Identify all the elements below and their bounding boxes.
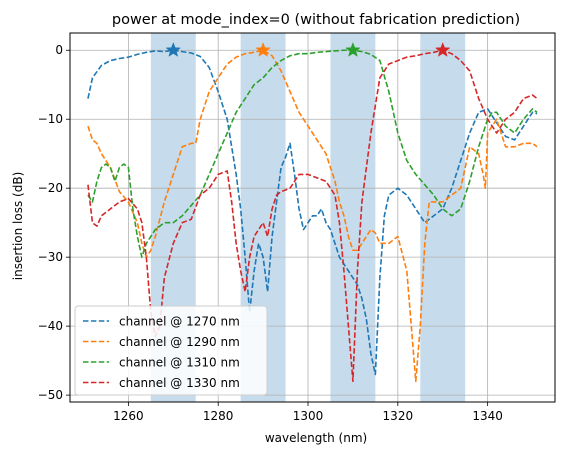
x-tick-label: 1260 (113, 409, 144, 423)
legend-label: channel @ 1290 nm (119, 335, 240, 349)
series-line-1 (87, 49, 538, 376)
x-axis-label: wavelength (nm) (265, 431, 367, 445)
x-tick-label: 1320 (383, 409, 414, 423)
peak-star-marker (255, 42, 271, 57)
plot-frame (69, 32, 556, 403)
peak-markers (165, 42, 451, 57)
x-tick-label: 1280 (203, 409, 234, 423)
y-tick-label: −40 (38, 319, 63, 333)
x-tick-label: 1300 (293, 409, 324, 423)
wavelength-bands (150, 33, 466, 402)
y-axis-ticks: 0 −10 −20 −30 −40 −50 (38, 43, 70, 402)
chart-title: power at mode_index=0 (without fabricati… (112, 12, 520, 28)
series-line-3 (87, 49, 538, 258)
y-tick-label: −50 (38, 388, 63, 402)
legend: channel @ 1270 nm channel @ 1290 nm channe… (74, 305, 268, 396)
peak-star-marker (345, 42, 361, 57)
legend-label: channel @ 1330 nm (119, 376, 240, 390)
legend-label: channel @ 1270 nm (119, 315, 240, 329)
x-tick-label: 1340 (472, 409, 503, 423)
legend-label: channel @ 1310 nm (119, 356, 240, 370)
legend-box (74, 305, 268, 396)
x-axis-ticks: 1260 1280 1300 1320 1340 (113, 402, 503, 423)
band-4 (420, 33, 466, 402)
band-3 (330, 33, 376, 402)
y-tick-label: −30 (38, 250, 63, 264)
y-tick-label: −10 (38, 112, 63, 126)
y-tick-label: −20 (38, 181, 63, 195)
y-tick-label: 0 (55, 43, 63, 57)
series-line-2 (87, 49, 538, 383)
y-axis-label: insertion loss (dB) (11, 172, 25, 281)
peak-star-marker (434, 42, 451, 57)
peak-star-marker (165, 42, 182, 57)
